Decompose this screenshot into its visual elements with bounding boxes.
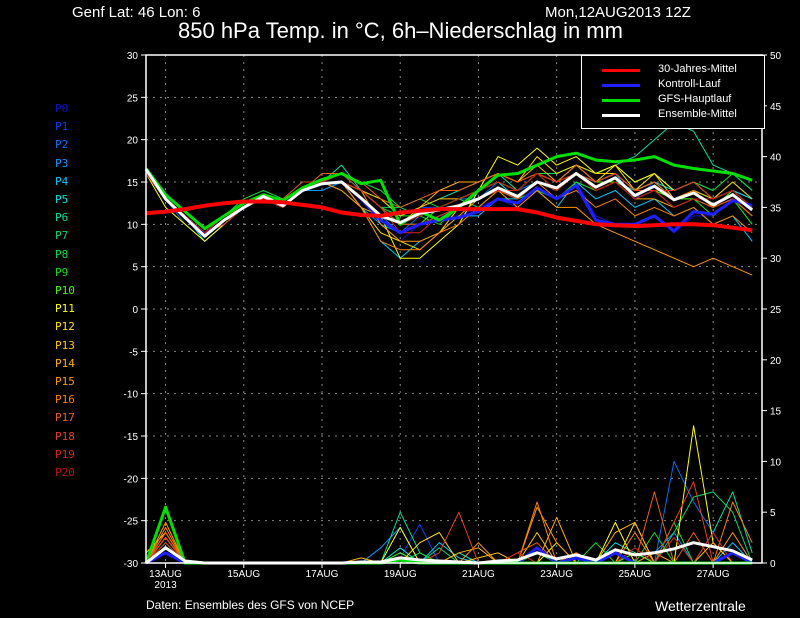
right-tick-label: 25 xyxy=(770,305,782,316)
right-tick-label: 15 xyxy=(770,407,782,418)
member-label-p19: P19 xyxy=(55,447,75,461)
left-tick-label: 25 xyxy=(127,93,139,104)
member-label-p13: P13 xyxy=(55,338,75,352)
precip-series xyxy=(144,425,753,565)
right-tick-label: 10 xyxy=(770,457,782,468)
left-tick-label: 30 xyxy=(127,51,139,62)
right-tick-label: 5 xyxy=(770,508,776,519)
x-tick-label: 17AUG xyxy=(306,569,339,580)
left-tick-label: -15 xyxy=(124,432,139,443)
member-label-p3: P3 xyxy=(55,156,69,170)
member-label-p8: P8 xyxy=(55,247,69,261)
x-tick-label: 21AUG xyxy=(462,569,495,580)
run-time-label: Mon,12AUG2013 12Z xyxy=(545,4,691,21)
location-label: Genf Lat: 46 Lon: 6 xyxy=(72,4,201,21)
member-label-p15: P15 xyxy=(55,375,75,388)
legend-label: Ensemble-Mittel xyxy=(658,108,737,120)
x-tick-label: 27AUG xyxy=(697,569,730,580)
right-tick-label: 20 xyxy=(770,356,782,367)
legend-label: GFS-Hauptlauf xyxy=(658,93,732,105)
right-tick-label: 35 xyxy=(770,203,782,214)
legend-swatch xyxy=(602,84,640,87)
legend-label: Kontroll-Lauf xyxy=(658,78,721,90)
right-tick-label: 50 xyxy=(770,51,782,62)
x-tick-label: 19AUG xyxy=(384,569,417,580)
member-label-p12: P12 xyxy=(55,320,75,334)
left-tick-label: -25 xyxy=(124,517,139,528)
member-label-p17: P17 xyxy=(55,411,75,425)
left-tick-label: -5 xyxy=(129,347,138,358)
member-label-p14: P14 xyxy=(55,356,75,370)
member-label-p5: P5 xyxy=(55,193,69,206)
x-tick-label: 25AUG xyxy=(618,569,651,580)
legend-item-gfs-main-run: GFS-Hauptlauf xyxy=(582,93,762,107)
member-label-p20: P20 xyxy=(55,466,75,479)
legend-swatch xyxy=(602,114,640,117)
legend-item-ensemble-mean: Ensemble-Mittel xyxy=(582,108,762,122)
right-tick-label: 40 xyxy=(770,153,782,164)
x-tick-label: 13AUG xyxy=(149,569,182,580)
x-tick-year-label: 2013 xyxy=(154,580,177,591)
x-tick-label: 23AUG xyxy=(540,569,573,580)
member-label-p0: P0 xyxy=(55,102,69,115)
member-label-p10: P10 xyxy=(55,284,75,297)
temp-line--jahres-mittel xyxy=(145,199,753,233)
legend-label: 30-Jahres-Mittel xyxy=(658,63,737,75)
legend-swatch xyxy=(602,99,640,102)
member-label-p16: P16 xyxy=(55,393,75,407)
left-tick-label: 15 xyxy=(127,178,139,189)
member-label-p4: P4 xyxy=(55,174,69,188)
brand-label: Wetterzentrale xyxy=(655,598,746,614)
left-tick-label: -30 xyxy=(124,559,139,570)
left-tick-label: 10 xyxy=(127,220,139,231)
chart-title: 850 hPa Temp. in °C, 6h–Niederschlag in … xyxy=(178,18,623,43)
temperature-series xyxy=(144,122,754,276)
right-tick-label: 0 xyxy=(770,559,776,570)
left-tick-label: -20 xyxy=(124,474,139,485)
legend-item-control-run: Kontroll-Lauf xyxy=(582,78,762,92)
left-tick-label: 0 xyxy=(132,305,138,316)
left-tick-label: 5 xyxy=(132,263,138,274)
member-label-p9: P9 xyxy=(55,265,69,279)
member-label-p11: P11 xyxy=(55,302,75,316)
right-tick-label: 30 xyxy=(770,254,782,265)
legend-swatch xyxy=(602,69,640,72)
legend: 30-Jahres-Mittel Kontroll-Lauf GFS-Haupt… xyxy=(581,55,765,129)
left-tick-label: -10 xyxy=(124,390,139,401)
member-label-p1: P1 xyxy=(55,120,69,134)
member-label-p18: P18 xyxy=(55,429,75,443)
right-tick-label: 45 xyxy=(770,102,782,113)
axes: 302520151050-5-10-15-20-25-3050454035302… xyxy=(124,51,782,591)
legend-item-30-year-mean: 30-Jahres-Mittel xyxy=(582,63,762,77)
left-tick-label: 20 xyxy=(127,136,139,147)
grid-lines xyxy=(146,55,762,563)
member-label-p2: P2 xyxy=(55,138,69,152)
data-source-label: Daten: Ensembles des GFS von NCEP xyxy=(146,598,355,612)
x-tick-label: 15AUG xyxy=(227,569,260,580)
member-label-p7: P7 xyxy=(55,229,69,243)
member-label-p6: P6 xyxy=(55,211,69,225)
